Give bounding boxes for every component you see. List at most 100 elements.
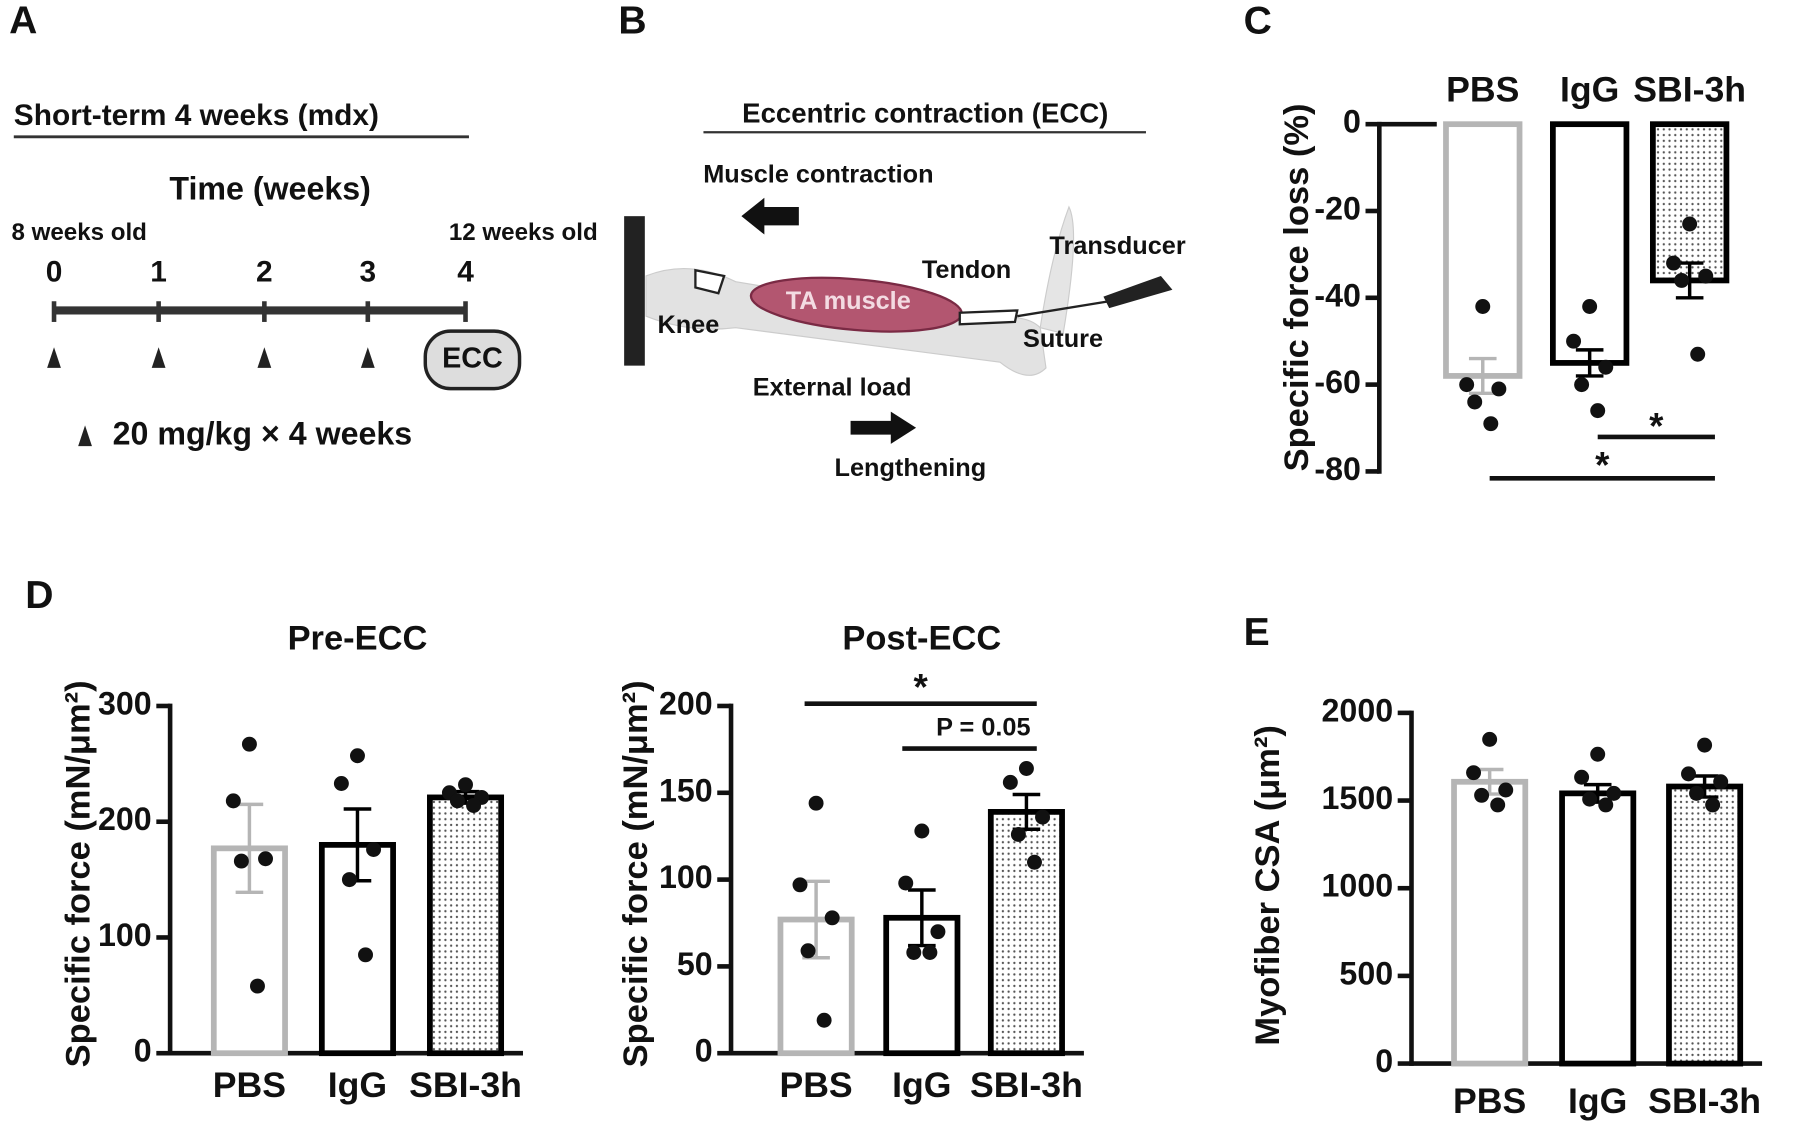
- data-point: [1566, 333, 1582, 349]
- data-point: [341, 872, 357, 888]
- foot: [1039, 205, 1075, 335]
- bar: [1451, 778, 1529, 1067]
- axis-label: Time (weeks): [169, 170, 370, 206]
- y-tick-label: 50: [677, 946, 713, 982]
- tick-label: 1: [150, 256, 167, 289]
- y-axis-label: Specific force loss (%): [1278, 104, 1316, 472]
- arrow: [850, 411, 917, 444]
- data-point: [808, 795, 824, 811]
- y-tick-label: -80: [1314, 451, 1360, 487]
- data-point: [358, 947, 373, 963]
- x-tick-label: SBI-3h: [1648, 1081, 1761, 1121]
- y-tick-label: 0: [1375, 1043, 1393, 1079]
- end-label: 12 weeks old: [449, 219, 598, 246]
- data-point: [1491, 381, 1507, 397]
- label: Suture: [1023, 325, 1103, 353]
- data-point: [1027, 854, 1042, 870]
- y-tick-label: 100: [98, 917, 152, 953]
- x-tick-label: SBI-3h: [1633, 69, 1746, 109]
- data-point: [366, 842, 382, 857]
- chart-title: Pre-ECC: [288, 620, 428, 658]
- start-label: 8 weeks old: [11, 219, 146, 246]
- y-tick-label: 100: [659, 859, 713, 895]
- data-point: [1018, 761, 1034, 776]
- annotation: *: [1595, 445, 1610, 486]
- x-tick-label: SBI-3h: [970, 1065, 1083, 1105]
- x-tick-label: IgG: [892, 1065, 951, 1105]
- y-tick-label: -60: [1314, 364, 1360, 400]
- data-point: [824, 910, 840, 926]
- y-tick-label: 500: [1339, 955, 1393, 991]
- annotation: P = 0.05: [936, 714, 1030, 742]
- bar: [987, 809, 1065, 1057]
- data-point: [1482, 731, 1498, 747]
- data-point: [333, 776, 349, 791]
- panel-label: C: [1244, 0, 1272, 42]
- data-point: [914, 823, 930, 839]
- data-point: [1459, 377, 1475, 393]
- label: Muscle contraction: [703, 161, 933, 189]
- x-tick-label: PBS: [213, 1065, 286, 1105]
- data-point: [930, 924, 946, 940]
- bar: [1666, 783, 1744, 1067]
- data-point: [1475, 299, 1491, 314]
- timeline: Short-term 4 weeks (mdx) Time (weeks) 8 …: [11, 99, 597, 451]
- y-tick-label: 0: [695, 1033, 713, 1069]
- data-point: [225, 793, 241, 809]
- diagram-title: Eccentric contraction (ECC): [742, 97, 1108, 128]
- data-point: [250, 978, 265, 994]
- panel-label: B: [618, 0, 646, 42]
- x-tick-label: IgG: [1560, 69, 1619, 109]
- data-point: [1689, 785, 1705, 801]
- y-axis-label: Myofiber CSA (μm²): [1249, 725, 1287, 1046]
- bar: [1559, 790, 1637, 1067]
- data-point: [922, 945, 938, 960]
- bar: [427, 794, 505, 1057]
- bar: [1650, 121, 1730, 284]
- data-point: [1466, 765, 1482, 781]
- data-point: [1035, 809, 1050, 825]
- data-point: [1713, 774, 1729, 790]
- data-point: [1606, 785, 1622, 801]
- tick-label: 0: [46, 256, 63, 289]
- y-tick-label: -20: [1314, 190, 1360, 226]
- annotation: *: [1649, 406, 1664, 447]
- label: Lengthening: [835, 454, 987, 482]
- data-point: [233, 853, 249, 869]
- panel-label: E: [1244, 611, 1270, 654]
- data-point: [800, 943, 816, 959]
- label: Knee: [657, 311, 719, 339]
- ecc-box: [423, 329, 522, 391]
- data-point: [1598, 359, 1614, 375]
- dose-label: 20 mg/kg × 4 weeks: [113, 415, 413, 451]
- label: External load: [753, 373, 912, 401]
- data-point: [1705, 797, 1721, 813]
- y-tick-label: 200: [659, 685, 713, 721]
- data-point: [792, 877, 808, 893]
- data-point: [1674, 272, 1690, 288]
- error-bar: [1468, 356, 1497, 396]
- tick-label: 4: [457, 256, 474, 289]
- data-point: [241, 736, 257, 752]
- panel-label: D: [25, 574, 53, 617]
- label: Tendon: [922, 256, 1011, 284]
- y-axis-label: Specific force (mN/μm²): [617, 680, 655, 1067]
- data-point: [1666, 255, 1682, 271]
- y-tick-label: 1500: [1322, 780, 1394, 816]
- data-point: [1467, 394, 1483, 410]
- data-point: [1483, 416, 1499, 432]
- timeline-title: Short-term 4 weeks (mdx): [14, 99, 379, 132]
- data-point: [450, 793, 465, 809]
- data-point: [816, 1012, 832, 1028]
- label: TA muscle: [786, 287, 911, 315]
- data-point: [1474, 787, 1490, 803]
- annotation: *: [914, 667, 929, 708]
- error-bar: [235, 802, 264, 895]
- y-tick-label: -40: [1314, 277, 1360, 313]
- y-tick-label: 150: [659, 772, 713, 808]
- data-point: [350, 748, 365, 764]
- bar: [1443, 121, 1523, 379]
- data-point: [1574, 769, 1590, 785]
- x-tick-label: PBS: [1446, 69, 1519, 109]
